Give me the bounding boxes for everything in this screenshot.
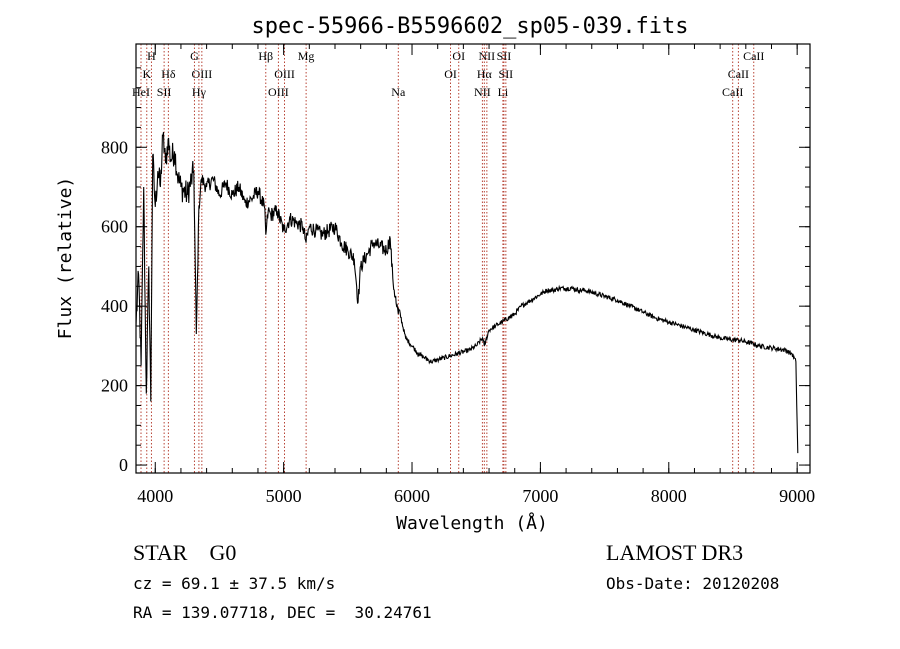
spectral-line-label-18: SII	[499, 67, 514, 81]
spectral-line-label-19: NII	[474, 85, 491, 99]
x-tick-label: 4000	[137, 486, 173, 506]
y-tick-label: 800	[101, 137, 128, 157]
spectral-line-label-23: CaII	[722, 85, 743, 99]
spectral-line-label-22: CaII	[728, 67, 749, 81]
spectrum-series-0	[135, 132, 799, 454]
x-axis-label: Wavelength (Å)	[396, 512, 548, 534]
spectral-line-label-5: G	[190, 49, 199, 63]
x-tick-label: 5000	[266, 486, 302, 506]
spectral-line-label-16: SII	[497, 49, 512, 63]
redshift-velocity: cz = 69.1 ± 37.5 km/s	[133, 574, 336, 593]
observation-date: Obs-Date: 20120208	[606, 574, 780, 593]
y-tick-label: 400	[101, 296, 128, 316]
spectral-line-label-2: HeI	[132, 85, 150, 99]
spectral-line-label-8: Hβ	[258, 49, 273, 63]
axes	[135, 43, 811, 474]
spectral-line-label-11: Mg	[298, 49, 315, 63]
spectrum-layer	[135, 132, 799, 454]
spectral-line-label-13: OI	[452, 49, 465, 63]
spectral-line-label-20: Li	[498, 85, 509, 99]
spectral-line-label-12: Na	[391, 85, 406, 99]
x-tick-label: 8000	[651, 486, 687, 506]
y-tick-label: 600	[101, 217, 128, 237]
y-axis-label: Flux (relative)	[55, 177, 76, 340]
ra-dec-coordinates: RA = 139.07718, DEC = 30.24761	[133, 603, 432, 622]
spectral-line-label-3: Hδ	[161, 67, 176, 81]
object-class: STAR G0	[133, 540, 237, 565]
spectral-line-label-7: Hγ	[192, 85, 207, 99]
spectral-line-label-17: Hα	[477, 67, 493, 81]
plot-frame	[135, 43, 811, 474]
spectral-line-label-14: OI	[444, 67, 457, 81]
survey-name: LAMOST DR3	[606, 540, 744, 565]
spectral-line-label-4: SII	[157, 85, 172, 99]
tick-labels: 4000 5000 6000 7000 8000 9000 0 200 400 600 800	[101, 137, 815, 506]
chart-title: spec-55966-B5596602_sp05-039.fits	[251, 14, 688, 39]
x-tick-label: 7000	[522, 486, 558, 506]
spectral-line-label-21: CaII	[743, 49, 764, 63]
spectral-line-label-15: NII	[479, 49, 496, 63]
y-tick-label: 0	[119, 455, 128, 475]
x-tick-label: 9000	[779, 486, 815, 506]
spectral-line-label-1: K	[142, 67, 151, 81]
spectral-line-label-9: OIII	[274, 67, 295, 81]
spectral-line-label-6: OIII	[192, 67, 213, 81]
y-tick-label: 200	[101, 376, 128, 396]
x-tick-label: 6000	[394, 486, 430, 506]
spectral-line-label-0: H	[147, 49, 156, 63]
spectral-line-label-10: OIII	[268, 85, 289, 99]
